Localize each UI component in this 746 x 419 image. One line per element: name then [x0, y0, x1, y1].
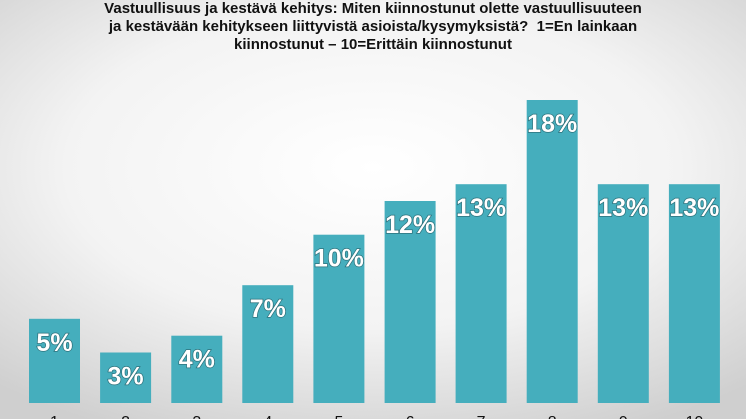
bar-value-label-4: 7% — [250, 295, 286, 323]
bar-value-label-2: 3% — [108, 363, 144, 391]
bar-value-label-1: 5% — [36, 329, 72, 357]
bar-value-label-6: 12% — [385, 211, 435, 239]
bar-9 — [597, 184, 649, 403]
bar-value-label-7: 13% — [456, 194, 506, 222]
x-tick-label-6: 6 — [406, 414, 415, 419]
chart-title-line-2: ja kestävään kehitykseen liittyvistä asi… — [108, 18, 638, 35]
bar-3 — [171, 335, 223, 403]
chart-title-line-1: Vastuullisuus ja kestävä kehitys: Miten … — [104, 0, 642, 17]
x-tick-label-2: 2 — [121, 414, 130, 419]
chart-title: Vastuullisuus ja kestävä kehitys: Miten … — [0, 0, 746, 54]
x-tick-label-8: 8 — [548, 414, 557, 419]
bar-value-label-5: 10% — [314, 245, 364, 273]
bar-6 — [384, 201, 436, 403]
x-tick-label-3: 3 — [192, 414, 201, 419]
bar-value-label-9: 13% — [598, 194, 648, 222]
chart-title-line-3: kiinnostunut – 10=Erittäin kiinnostunut — [234, 36, 512, 53]
x-tick-label-9: 9 — [619, 414, 628, 419]
bar-4 — [242, 285, 294, 403]
bar-value-label-10: 13% — [669, 194, 719, 222]
bar-7 — [455, 184, 507, 403]
bar-5 — [313, 234, 365, 403]
x-tick-label-1: 1 — [50, 414, 59, 419]
bar-value-label-8: 18% — [527, 110, 577, 138]
x-tick-label-7: 7 — [477, 414, 486, 419]
bar-10 — [668, 184, 720, 403]
bar-1 — [29, 318, 80, 403]
x-tick-label-4: 4 — [263, 414, 272, 419]
x-tick-label-10: 10 — [686, 414, 704, 419]
x-tick-label-5: 5 — [334, 414, 343, 419]
bar-2 — [100, 352, 152, 403]
bar-value-label-3: 4% — [179, 346, 215, 374]
bar-8 — [526, 100, 578, 403]
